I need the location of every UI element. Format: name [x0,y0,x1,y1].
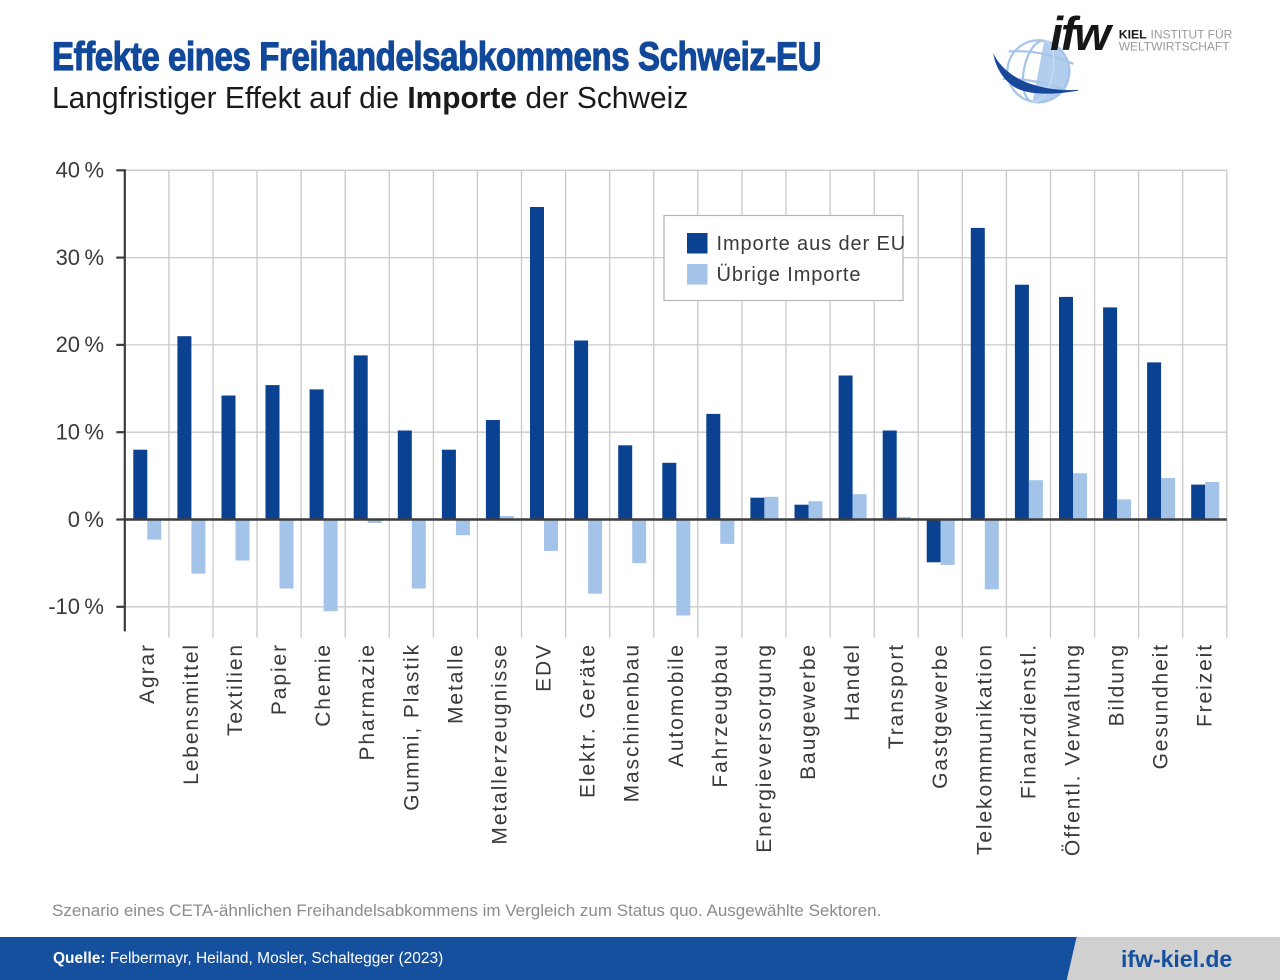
svg-text:Finanzdienstl.: Finanzdienstl. [1017,643,1040,799]
svg-text:Agrar: Agrar [136,643,159,704]
svg-text:Handel: Handel [841,643,864,721]
svg-text:EDV: EDV [533,643,556,692]
svg-text:Importe aus der EU: Importe aus der EU [717,233,907,255]
svg-text:Pharmazie: Pharmazie [356,643,379,760]
svg-text:40 %: 40 % [56,158,104,183]
svg-text:0 %: 0 % [68,507,104,532]
svg-text:Freizeit: Freizeit [1194,643,1217,727]
svg-text:30 %: 30 % [56,245,104,270]
svg-text:Metallerzeugnisse: Metallerzeugnisse [488,643,511,845]
svg-text:-10 %: -10 % [48,594,104,619]
svg-text:Gesundheit: Gesundheit [1150,643,1173,769]
svg-text:Metalle: Metalle [444,643,467,724]
svg-text:Lebensmittel: Lebensmittel [180,643,203,785]
svg-text:Telekommunikation: Telekommunikation [973,643,996,855]
svg-text:Bildung: Bildung [1106,643,1129,726]
svg-text:Maschinenbau: Maschinenbau [621,643,644,802]
svg-text:Übrige Importe: Übrige Importe [717,264,862,286]
svg-text:Automobile: Automobile [665,643,688,767]
svg-text:INSTITUT FÜR: INSTITUT FÜR [1151,28,1233,42]
svg-text:Chemie: Chemie [312,643,335,727]
svg-text:Gummi, Plastik: Gummi, Plastik [400,643,423,811]
svg-text:20 %: 20 % [56,332,104,357]
svg-text:ifw: ifw [1050,7,1114,60]
svg-text:Öffentl. Verwaltung: Öffentl. Verwaltung [1062,643,1085,856]
svg-text:10 %: 10 % [56,420,104,445]
svg-text:Gastgewerbe: Gastgewerbe [929,643,952,789]
svg-text:Transport: Transport [885,643,908,749]
svg-text:Textilien: Textilien [224,643,247,736]
svg-text:Papier: Papier [268,643,291,715]
svg-text:Elektr. Geräte: Elektr. Geräte [577,643,600,798]
svg-text:Energieversorgung: Energieversorgung [753,643,776,853]
svg-text:Baugewerbe: Baugewerbe [797,643,820,780]
svg-text:WELTWIRTSCHAFT: WELTWIRTSCHAFT [1119,40,1231,54]
svg-text:KIEL: KIEL [1119,28,1147,42]
svg-text:Fahrzeugbau: Fahrzeugbau [709,643,732,788]
